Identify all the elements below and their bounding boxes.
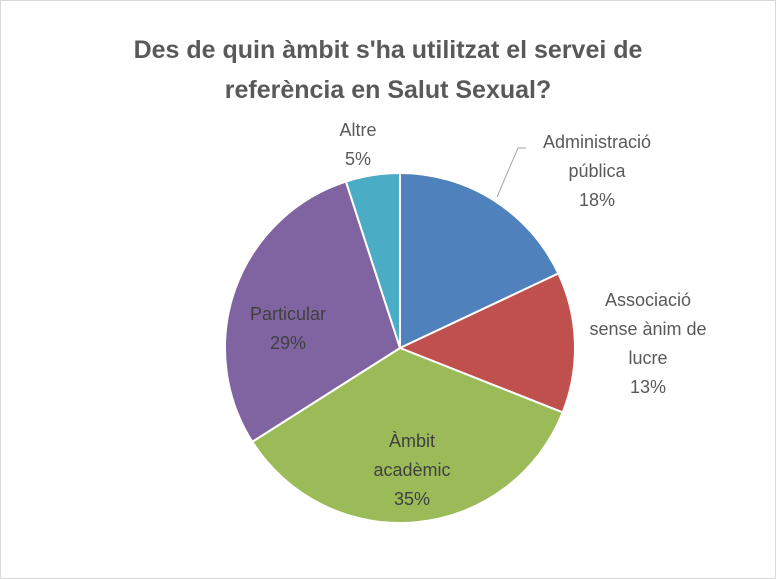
slice-label: Altre 5% <box>328 116 388 174</box>
value-label: 5% <box>344 149 371 169</box>
leader-line <box>496 147 526 198</box>
slice-label: Associació sense ànim de lucre 13% <box>583 286 713 402</box>
value-label: 18% <box>578 190 616 210</box>
pie-slice <box>250 346 565 524</box>
value-label: 13% <box>629 377 667 397</box>
category-label: Associació sense ànim de lucre <box>589 290 707 368</box>
slice-label: Particular 29% <box>233 300 343 358</box>
value-label: 35% <box>393 489 431 509</box>
value-label: 29% <box>269 333 307 353</box>
chart-title: Des de quin àmbit s'ha utilitzat el serv… <box>133 36 643 104</box>
pie-slice <box>224 180 402 444</box>
pie-slice <box>399 171 560 350</box>
category-label: Administració pública <box>542 132 652 181</box>
slice-label: Àmbit acadèmic 35% <box>362 427 462 514</box>
slice-label: Administració pública 18% <box>522 128 672 215</box>
pie-slice <box>344 171 401 349</box>
category-label: Altre <box>339 120 377 140</box>
category-label: Àmbit acadèmic <box>373 431 451 480</box>
category-label: Particular <box>249 304 327 324</box>
pie-slice <box>397 272 576 414</box>
